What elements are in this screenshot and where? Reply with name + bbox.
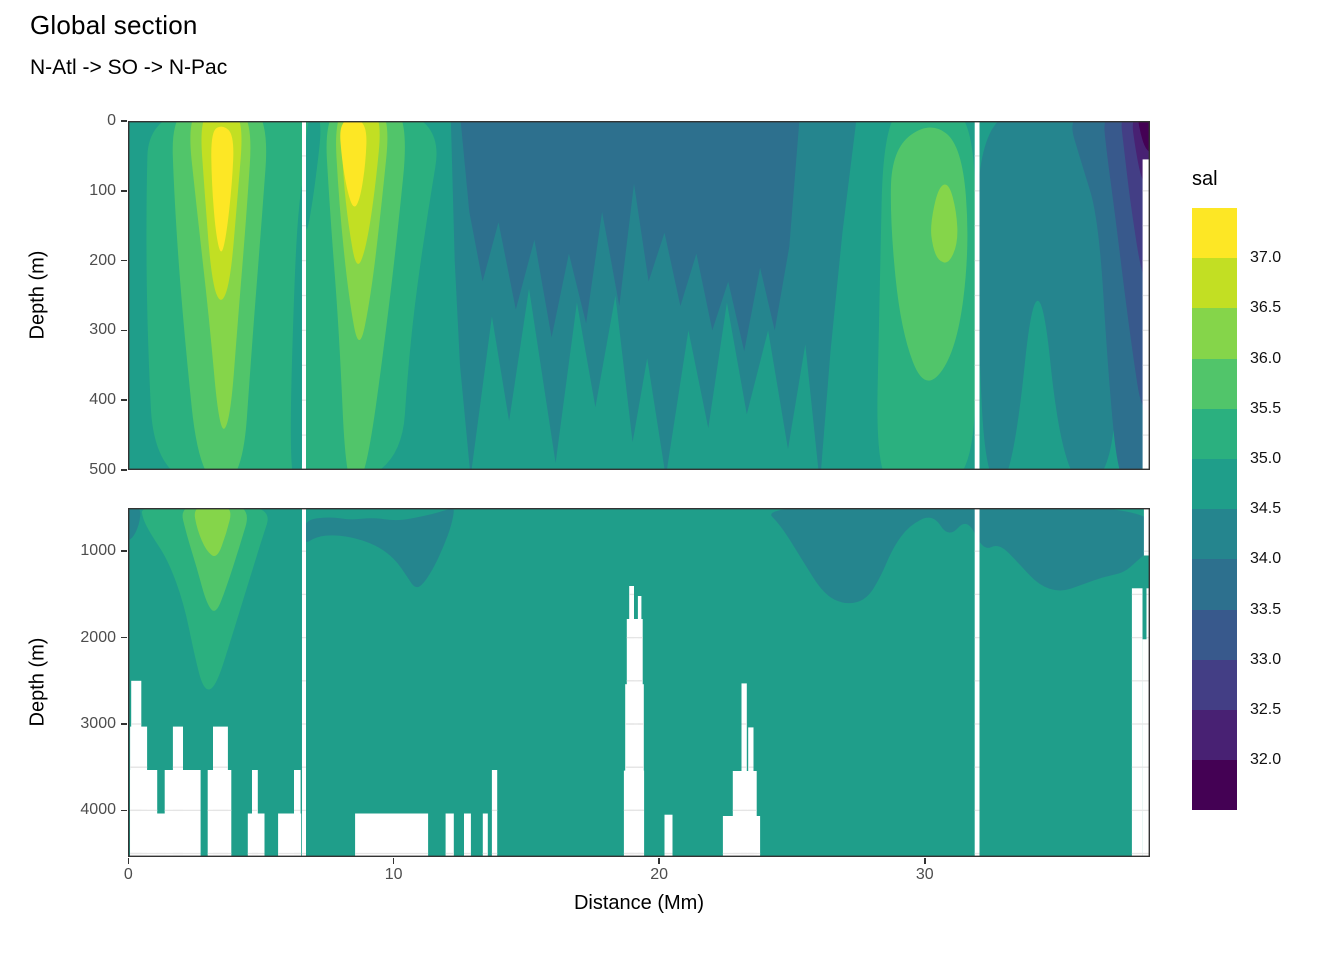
legend-band: [1192, 208, 1237, 259]
y-tick: [121, 259, 127, 262]
data-gap: [722, 816, 761, 857]
x-tick-label: 10: [384, 866, 403, 883]
contour-region: [1138, 121, 1150, 152]
data-gap: [1146, 588, 1150, 857]
data-gap: [741, 683, 747, 857]
contour-region: [305, 121, 321, 230]
contour-region: [340, 121, 367, 207]
lower-panel: [128, 508, 1150, 857]
data-gap: [1131, 588, 1143, 857]
y-tick: [121, 550, 127, 552]
legend-band: [1192, 459, 1237, 510]
upper-panel-svg: [128, 121, 1150, 470]
y-tick: [121, 399, 127, 401]
x-tick: [658, 858, 660, 864]
data-gap: [302, 508, 306, 857]
x-tick-label: 20: [650, 866, 669, 883]
data-gap: [974, 508, 980, 857]
x-axis-title: Distance (Mm): [573, 892, 705, 914]
panel-border: [128, 508, 1150, 857]
y-tick: [121, 469, 127, 471]
data-gap: [130, 770, 158, 857]
data-gap: [164, 770, 201, 857]
data-gap: [1142, 639, 1147, 857]
data-gap: [247, 813, 265, 857]
legend-band: [1192, 308, 1237, 359]
legend-label: 34.0: [1250, 550, 1282, 568]
y-axis-title-lower: Depth (m): [26, 637, 49, 727]
contour-region: [931, 184, 958, 263]
y-tick-label: 2000: [80, 628, 116, 646]
legend-label: 37.0: [1250, 249, 1282, 267]
y-tick-label: 200: [89, 251, 116, 269]
data-gap: [207, 770, 232, 857]
y-tick: [121, 190, 127, 192]
data-gap: [1142, 159, 1150, 470]
data-gap: [482, 813, 488, 857]
y-tick-label: 3000: [80, 715, 116, 732]
x-tick: [392, 858, 395, 864]
legend-label: 34.5: [1250, 500, 1282, 518]
contour-region: [303, 508, 454, 588]
data-gap: [445, 813, 454, 857]
contour-region: [211, 126, 234, 252]
x-tick: [924, 858, 926, 864]
legend-label: 32.5: [1250, 701, 1282, 718]
legend-label: 35.0: [1250, 450, 1282, 467]
page-subtitle: N-Atl -> SO -> N-Pac: [30, 56, 228, 79]
upper-panel: [128, 121, 1150, 470]
legend-band: [1192, 609, 1237, 660]
y-tick-label: 400: [89, 391, 116, 409]
contour-region: [290, 183, 305, 470]
x-tick-label: 0: [123, 866, 133, 883]
contour-region: [182, 508, 247, 611]
panel-border: [128, 121, 1150, 470]
legend-band: [1192, 408, 1237, 459]
data-gap: [491, 770, 498, 857]
legend-band: [1192, 760, 1237, 811]
legend-label: 36.5: [1250, 299, 1282, 317]
contour-region: [128, 508, 141, 541]
data-gap: [623, 770, 645, 857]
legend-band: [1192, 509, 1237, 560]
data-gap: [355, 813, 429, 857]
y-tick: [121, 329, 127, 332]
legend-band: [1192, 358, 1237, 409]
data-gap: [1143, 508, 1150, 556]
y-tick: [121, 636, 127, 639]
y-tick-label: 0: [107, 112, 116, 129]
y-tick-label: 1000: [80, 542, 116, 560]
legend-band: [1192, 710, 1237, 761]
legend-label: 33.5: [1250, 600, 1282, 618]
legend-label: 36.0: [1250, 349, 1282, 367]
contour-region: [194, 508, 231, 557]
legend-band: [1192, 659, 1237, 710]
legend-label: 32.0: [1250, 751, 1282, 769]
x-tick: [127, 858, 130, 864]
lower-panel-svg: [128, 508, 1150, 857]
data-gap: [464, 813, 471, 857]
page-title: Global section: [30, 10, 198, 40]
legend-band: [1192, 559, 1237, 610]
y-tick-label: 100: [89, 181, 116, 199]
legend-label: 35.5: [1250, 399, 1282, 417]
legend-label: 33.0: [1250, 650, 1282, 668]
y-tick: [121, 723, 127, 725]
legend-title: sal: [1192, 168, 1218, 190]
y-tick: [121, 120, 127, 122]
x-tick-label: 30: [915, 866, 934, 883]
data-gap: [156, 813, 166, 857]
y-tick-label: 500: [89, 461, 116, 478]
legend-band: [1192, 258, 1237, 309]
y-tick-label: 300: [89, 321, 116, 339]
contour-region: [771, 508, 1150, 604]
data-gap: [278, 813, 302, 857]
y-tick: [121, 809, 127, 812]
contour-region: [460, 121, 800, 352]
y-tick-label: 4000: [80, 801, 116, 819]
data-gap: [664, 814, 673, 857]
